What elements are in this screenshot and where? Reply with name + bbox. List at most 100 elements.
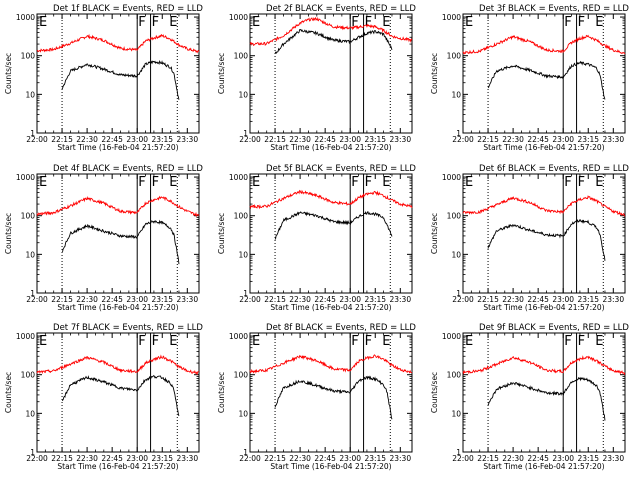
y-axis-label: Counts/sec <box>217 213 226 254</box>
x-tick-label: 22:45 <box>314 135 336 144</box>
x-tick-label: 23:15 <box>364 135 386 144</box>
flag-f: F <box>578 334 585 349</box>
plot-frame <box>249 173 413 294</box>
flag-f: F <box>351 334 358 349</box>
x-tick-label: 23:30 <box>389 454 411 463</box>
x-axis-label: Start Time (16-Feb-04 21:57:20) <box>270 462 391 471</box>
x-tick-label: 23:15 <box>151 295 173 304</box>
y-tick-label: 10 <box>25 90 35 99</box>
x-axis-label: Start Time (16-Feb-04 21:57:20) <box>57 143 178 152</box>
y-tick-label: 10 <box>25 250 35 259</box>
x-tick-label: 22:15 <box>264 295 286 304</box>
x-tick-label: 23:00 <box>339 135 361 144</box>
y-axis-label: Counts/sec <box>4 213 13 254</box>
y-tick-label: 1 <box>30 448 35 457</box>
x-axis-label: Start Time (16-Feb-04 21:57:20) <box>270 303 391 312</box>
plot-frame <box>462 13 626 134</box>
y-tick-label: 1000 <box>442 332 461 341</box>
x-tick-label: 22:45 <box>101 135 123 144</box>
events-series-line <box>487 376 606 421</box>
x-tick-label: 23:30 <box>176 454 198 463</box>
chart-title: Det 6f BLACK = Events, RED = LLD <box>479 164 629 174</box>
x-tick-label: 22:30 <box>289 295 311 304</box>
y-tick-label: 1 <box>243 448 248 457</box>
y-tick-label: 10 <box>451 90 461 99</box>
x-tick-label: 23:00 <box>552 135 574 144</box>
y-tick-label: 1000 <box>442 13 461 22</box>
y-tick-label: 1 <box>30 129 35 138</box>
flag-f: F <box>138 334 145 349</box>
y-tick-label: 1000 <box>442 173 461 182</box>
y-tick-label: 10 <box>238 90 248 99</box>
plot-frame <box>36 13 200 134</box>
y-axis-label: Counts/sec <box>430 53 439 94</box>
y-tick-label: 1 <box>456 448 461 457</box>
flag-e: E <box>595 175 603 190</box>
flag-f: F <box>365 334 372 349</box>
x-tick-label: 22:00 <box>452 295 474 304</box>
x-tick-label: 22:45 <box>101 454 123 463</box>
chart-title: Det 2f BLACK = Events, RED = LLD <box>266 4 416 14</box>
flag-e: E <box>252 175 260 190</box>
y-tick-label: 10 <box>238 409 248 418</box>
events-series-line <box>487 60 606 100</box>
events-series-line <box>274 211 393 240</box>
chart-title: Det 8f BLACK = Events, RED = LLD <box>266 323 416 333</box>
y-tick-label: 1 <box>456 129 461 138</box>
x-tick-label: 22:15 <box>264 454 286 463</box>
x-tick-label: 23:00 <box>126 135 148 144</box>
x-tick-label: 22:00 <box>239 295 261 304</box>
x-tick-label: 22:00 <box>239 454 261 463</box>
y-tick-label: 1000 <box>16 332 35 341</box>
y-tick-label: 100 <box>21 371 36 380</box>
x-axis-label: Start Time (16-Feb-04 21:57:20) <box>57 303 178 312</box>
x-tick-label: 22:30 <box>76 454 98 463</box>
x-tick-label: 23:15 <box>577 135 599 144</box>
x-tick-label: 22:15 <box>477 295 499 304</box>
chart-panel-3: Det 3f BLACK = Events, RED = LLD Counts/s… <box>430 4 629 152</box>
x-axis-label: Start Time (16-Feb-04 21:57:20) <box>483 462 604 471</box>
flag-e: E <box>382 175 390 190</box>
y-tick-label: 100 <box>21 212 36 221</box>
flag-e: E <box>382 334 390 349</box>
flag-e: E <box>465 334 473 349</box>
x-tick-label: 22:15 <box>51 135 73 144</box>
chart-title: Det 7f BLACK = Events, RED = LLD <box>53 323 203 333</box>
y-axis-label: Counts/sec <box>430 213 439 254</box>
x-tick-label: 23:00 <box>126 454 148 463</box>
chart-panel-9: Det 9f BLACK = Events, RED = LLD Counts/s… <box>430 323 629 471</box>
x-tick-label: 22:30 <box>289 454 311 463</box>
x-tick-label: 23:00 <box>339 454 361 463</box>
flag-e: E <box>39 175 47 190</box>
flag-f: F <box>138 15 145 30</box>
x-tick-label: 23:00 <box>339 295 361 304</box>
chart-title: Det 4f BLACK = Events, RED = LLD <box>53 164 203 174</box>
x-tick-label: 23:15 <box>151 135 173 144</box>
lld-series-line <box>462 195 626 217</box>
y-tick-label: 100 <box>234 52 249 61</box>
x-tick-label: 22:00 <box>452 135 474 144</box>
x-tick-label: 22:45 <box>314 295 336 304</box>
y-tick-label: 10 <box>451 409 461 418</box>
y-tick-label: 1 <box>243 289 248 298</box>
lld-series-line <box>462 34 626 55</box>
flag-e: E <box>465 175 473 190</box>
chart-panel-1: Det 1f BLACK = Events, RED = LLD Counts/s… <box>4 4 203 152</box>
chart-panel-4: Det 4f BLACK = Events, RED = LLD Counts/s… <box>4 164 203 312</box>
chart-panel-7: Det 7f BLACK = Events, RED = LLD Counts/s… <box>4 323 203 471</box>
flag-e: E <box>252 334 260 349</box>
chart-title: Det 1f BLACK = Events, RED = LLD <box>53 4 203 14</box>
y-axis-label: Counts/sec <box>4 372 13 413</box>
x-axis-label: Start Time (16-Feb-04 21:57:20) <box>270 143 391 152</box>
flag-e: E <box>382 15 390 30</box>
x-tick-label: 22:00 <box>239 135 261 144</box>
y-tick-label: 10 <box>238 250 248 259</box>
events-series-line <box>487 219 606 261</box>
chart-panel-8: Det 8f BLACK = Events, RED = LLD Counts/s… <box>217 323 416 471</box>
plot-frame <box>462 332 626 453</box>
x-tick-label: 23:00 <box>552 454 574 463</box>
x-tick-label: 23:30 <box>602 295 624 304</box>
plot-frame <box>462 173 626 294</box>
x-axis-label: Start Time (16-Feb-04 21:57:20) <box>483 303 604 312</box>
x-tick-label: 23:30 <box>389 295 411 304</box>
